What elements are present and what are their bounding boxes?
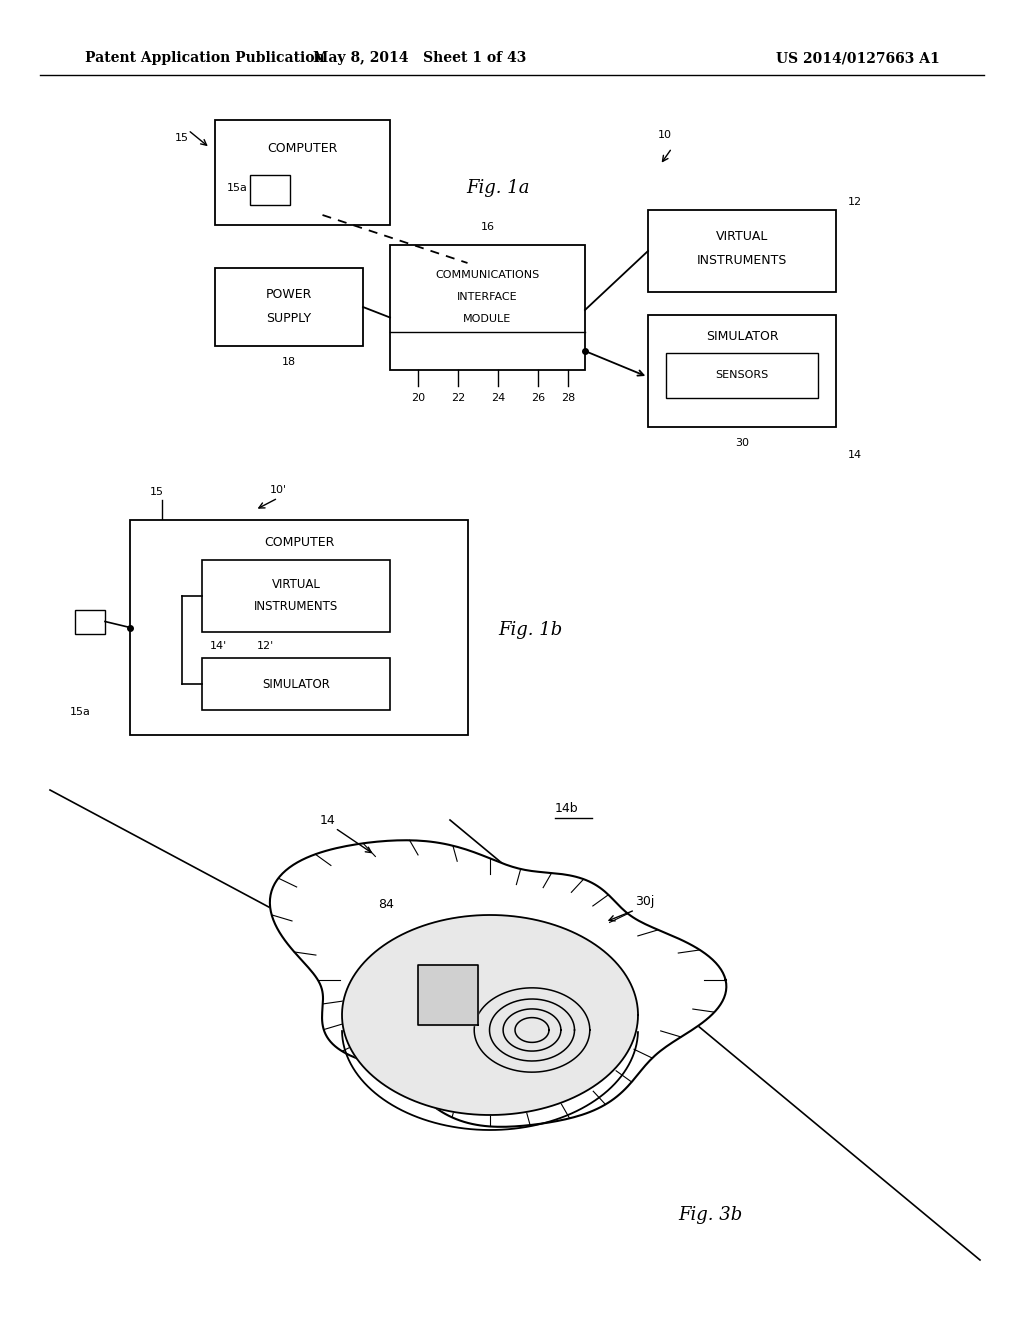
FancyBboxPatch shape: [648, 210, 836, 292]
Text: May 8, 2014   Sheet 1 of 43: May 8, 2014 Sheet 1 of 43: [313, 51, 526, 65]
Text: COMPUTER: COMPUTER: [264, 536, 334, 549]
Text: MODULE: MODULE: [464, 314, 512, 323]
Text: 30: 30: [735, 438, 749, 447]
Text: Fig. 1b: Fig. 1b: [498, 620, 562, 639]
Text: Patent Application Publication: Patent Application Publication: [85, 51, 325, 65]
Text: 15: 15: [175, 133, 189, 143]
Text: 15a: 15a: [227, 183, 248, 193]
Text: COMPUTER: COMPUTER: [267, 141, 338, 154]
Text: Fig. 1a: Fig. 1a: [466, 180, 529, 197]
Text: 15: 15: [150, 487, 164, 498]
Text: 10: 10: [658, 129, 672, 140]
Polygon shape: [418, 965, 478, 1024]
Text: 24: 24: [490, 393, 505, 403]
Text: 14: 14: [319, 813, 336, 826]
Text: 26: 26: [530, 393, 545, 403]
Polygon shape: [342, 915, 638, 1115]
FancyBboxPatch shape: [202, 560, 390, 632]
Text: 18: 18: [282, 356, 296, 367]
Text: 84: 84: [378, 899, 394, 912]
Text: VIRTUAL: VIRTUAL: [271, 578, 321, 590]
FancyBboxPatch shape: [215, 268, 362, 346]
Text: 12: 12: [848, 197, 862, 207]
Text: SIMULATOR: SIMULATOR: [706, 330, 778, 343]
FancyBboxPatch shape: [648, 315, 836, 426]
FancyBboxPatch shape: [250, 176, 290, 205]
FancyBboxPatch shape: [666, 352, 818, 399]
Text: 86: 86: [510, 1019, 526, 1031]
FancyBboxPatch shape: [202, 657, 390, 710]
Text: INTERFACE: INTERFACE: [457, 292, 518, 302]
Text: 12': 12': [257, 642, 274, 651]
Text: INSTRUMENTS: INSTRUMENTS: [696, 253, 787, 267]
Text: POWER: POWER: [266, 288, 312, 301]
Text: 30j: 30j: [635, 895, 654, 908]
Text: 15a: 15a: [70, 708, 91, 717]
FancyBboxPatch shape: [215, 120, 390, 224]
Polygon shape: [270, 841, 726, 1127]
Text: 16: 16: [480, 222, 495, 232]
FancyBboxPatch shape: [75, 610, 105, 634]
Text: SENSORS: SENSORS: [716, 370, 769, 380]
Text: 10': 10': [270, 484, 287, 495]
Text: COMMUNICATIONS: COMMUNICATIONS: [435, 271, 540, 280]
Text: 28: 28: [561, 393, 575, 403]
FancyBboxPatch shape: [130, 520, 468, 735]
Text: Fig. 3b: Fig. 3b: [678, 1206, 742, 1224]
FancyBboxPatch shape: [390, 246, 585, 370]
Text: 80: 80: [488, 958, 504, 972]
Text: 14: 14: [848, 450, 862, 459]
Text: 14b: 14b: [555, 801, 579, 814]
Text: INSTRUMENTS: INSTRUMENTS: [254, 599, 338, 612]
Text: VIRTUAL: VIRTUAL: [716, 231, 768, 243]
Text: US 2014/0127663 A1: US 2014/0127663 A1: [776, 51, 940, 65]
Text: 82: 82: [590, 998, 606, 1011]
Text: 20: 20: [411, 393, 425, 403]
Text: 14': 14': [210, 642, 227, 651]
Text: 22: 22: [451, 393, 465, 403]
Text: SUPPLY: SUPPLY: [266, 312, 311, 325]
Text: SIMULATOR: SIMULATOR: [262, 677, 330, 690]
